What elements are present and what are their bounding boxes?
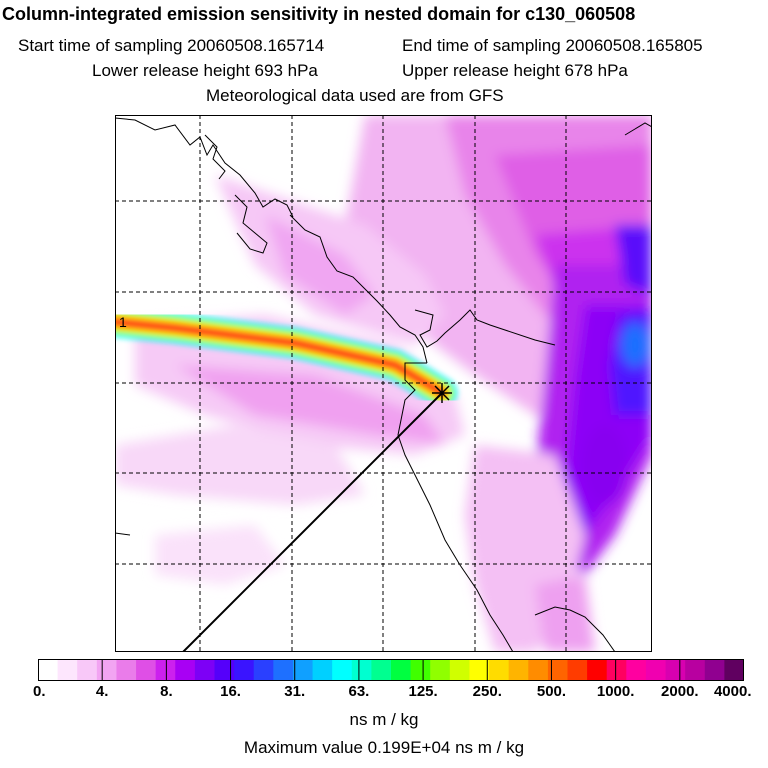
colorbar-tick-label: 16.	[220, 683, 241, 700]
colorbar-cell	[665, 659, 686, 681]
colorbar-cell	[96, 659, 118, 681]
colorbar-cell	[253, 659, 274, 681]
lower-height-label: Lower release height 693 hPa	[92, 61, 318, 80]
colorbar-cells	[38, 659, 744, 681]
upper-height-label: Upper release height 678 hPa	[402, 61, 628, 80]
colorbar-cell	[449, 659, 471, 681]
colorbar-cell	[332, 659, 353, 681]
colorbar-tick-label: 0.	[32, 683, 46, 700]
colorbar-cell	[391, 659, 412, 681]
colorbar-cell	[155, 659, 176, 681]
colorbar-cell	[587, 659, 608, 681]
colorbar-cell	[508, 659, 529, 681]
colorbar-cell	[194, 659, 216, 681]
colorbar-cell	[469, 659, 490, 681]
colorbar-cell	[214, 659, 235, 681]
map-frame	[115, 115, 652, 652]
colorbar-cell	[489, 659, 510, 681]
map-panel: 1	[115, 115, 652, 652]
colorbar-cell	[351, 659, 372, 681]
colorbar-cell	[273, 659, 294, 681]
plume-trajectory	[115, 307, 457, 408]
colorbar-cell	[685, 659, 706, 681]
colorbar-cell	[371, 659, 392, 681]
colorbar-cell	[528, 659, 549, 681]
colorbar-cell	[430, 659, 451, 681]
colorbar-cell	[38, 659, 59, 681]
colorbar-tick-label: 4000.	[713, 683, 752, 700]
colorbar-cell	[724, 659, 744, 681]
colorbar-cell	[234, 659, 255, 681]
colorbar-cell	[606, 659, 627, 681]
colorbar	[38, 659, 744, 681]
colorbar-tick-label: 8.	[160, 683, 173, 700]
colorbar-cell	[57, 659, 78, 681]
colorbar-tick-label: 125.	[408, 683, 438, 700]
met-data-label: Meteorological data used are from GFS	[206, 86, 504, 105]
chart-title: Column-integrated emission sensitivity i…	[2, 4, 636, 24]
colorbar-tick-label: 1000.	[596, 683, 635, 700]
colorbar-unit-label: ns m / kg	[349, 710, 419, 729]
lat-lon-grid	[115, 115, 652, 652]
start-time-label: Start time of sampling 20060508.165714	[18, 36, 325, 55]
colorbar-cell	[292, 659, 314, 681]
colorbar-frame	[38, 659, 744, 681]
colorbar-tick-label: 250.	[472, 683, 502, 700]
colorbar-tick-label: 4.	[95, 683, 109, 700]
colorbar-tick-label: 500.	[536, 683, 567, 700]
coastlines	[115, 117, 652, 652]
colorbar-cell	[116, 659, 137, 681]
colorbar-cell	[77, 659, 98, 681]
end-time-label: End time of sampling 20060508.165805	[402, 36, 703, 55]
colorbar-tick-label: 31.	[284, 683, 306, 700]
colorbar-cell	[645, 659, 667, 681]
colorbar-cell	[136, 659, 157, 681]
colorbar-tick-label: 2000.	[661, 683, 699, 700]
colorbar-cell	[410, 659, 431, 681]
trajectory-marker-label: 1	[119, 314, 127, 330]
colorbar-cell	[626, 659, 647, 681]
sampling-track-line	[182, 392, 443, 652]
maximum-value-label: Maximum value 0.199E+04 ns m / kg	[243, 738, 525, 757]
colorbar-cell	[175, 659, 196, 681]
colorbar-cell	[704, 659, 725, 681]
colorbar-cell	[312, 659, 333, 681]
release-point-marker	[432, 383, 452, 403]
colorbar-cell	[567, 659, 588, 681]
colorbar-tick-label: 63.	[348, 683, 370, 700]
colorbar-cell	[547, 659, 569, 681]
